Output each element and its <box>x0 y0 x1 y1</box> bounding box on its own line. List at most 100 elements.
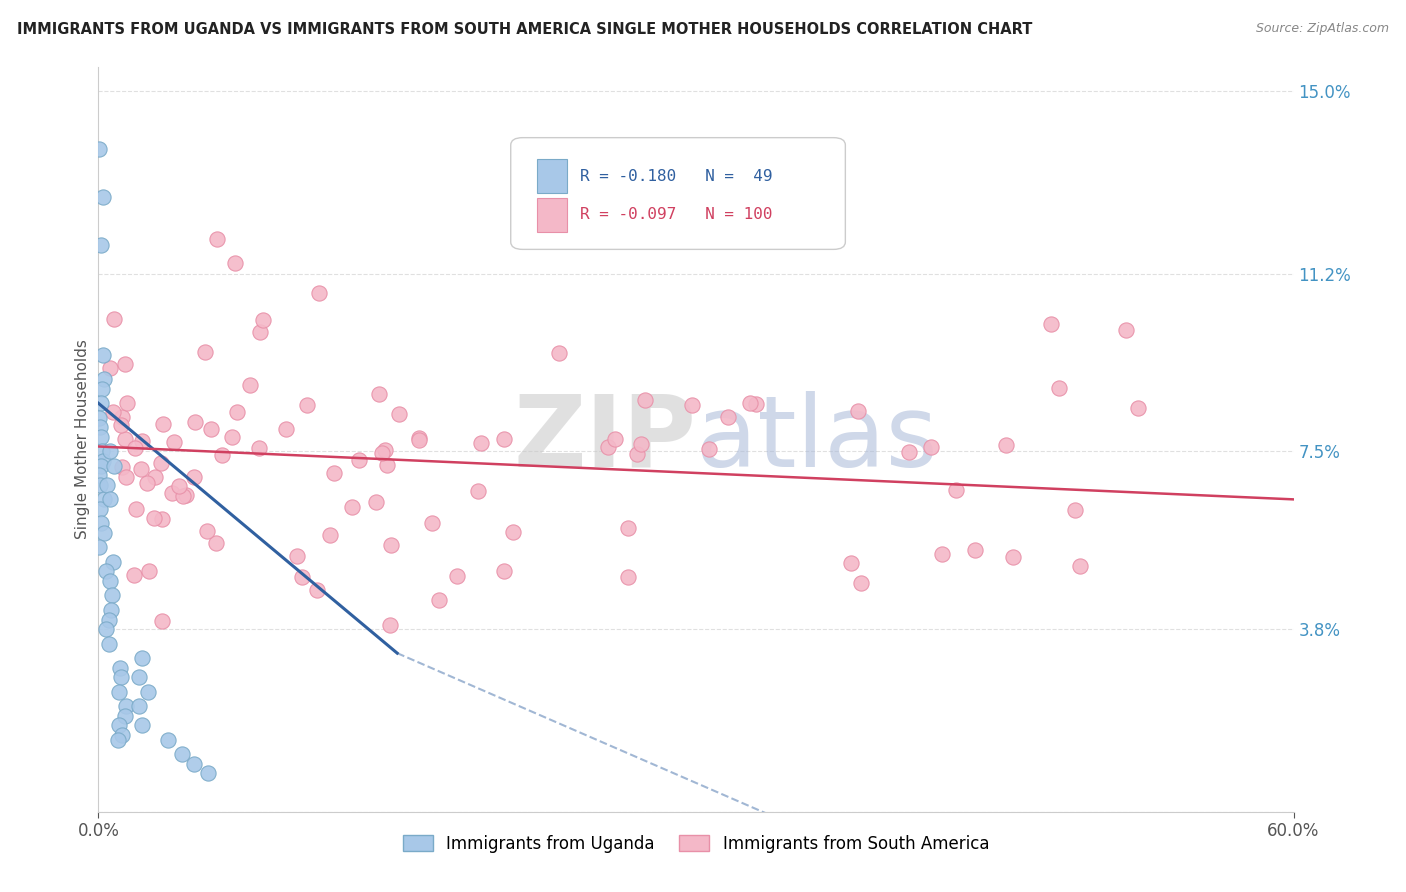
Point <box>374 443 396 458</box>
Point <box>101 405 124 419</box>
Point <box>98 492 121 507</box>
Point <box>308 285 330 300</box>
Point <box>626 447 648 461</box>
Point <box>107 732 129 747</box>
Point <box>136 475 159 490</box>
Text: atlas: atlas <box>696 391 938 488</box>
Point <box>163 434 186 449</box>
Point <box>221 430 243 444</box>
Point <box>238 377 260 392</box>
Point <box>897 445 920 459</box>
Point <box>110 670 132 684</box>
Point <box>114 708 136 723</box>
Point <box>195 524 218 538</box>
Point <box>90 430 112 444</box>
Text: IMMIGRANTS FROM UGANDA VS IMMIGRANTS FROM SOUTH AMERICA SINGLE MOTHER HOUSEHOLDS: IMMIGRANTS FROM UGANDA VS IMMIGRANTS FRO… <box>17 22 1032 37</box>
Point <box>492 564 515 578</box>
Point <box>965 542 987 557</box>
Point <box>274 421 297 435</box>
Point <box>89 502 111 516</box>
Point <box>295 398 318 412</box>
Point <box>89 478 111 492</box>
Point <box>285 549 308 564</box>
Point <box>108 660 131 674</box>
Text: R = -0.097   N = 100: R = -0.097 N = 100 <box>581 207 772 222</box>
Point <box>107 718 129 732</box>
Point <box>342 500 364 514</box>
Point <box>160 486 183 500</box>
Point <box>172 747 194 761</box>
Point <box>347 453 370 467</box>
Point <box>90 237 112 252</box>
Point <box>172 489 194 503</box>
Point <box>494 432 516 446</box>
Point <box>502 525 524 540</box>
Point <box>207 232 229 246</box>
Point <box>101 589 124 603</box>
Point <box>1002 550 1025 565</box>
Point <box>90 458 112 473</box>
Point <box>108 684 131 698</box>
Point <box>945 483 967 498</box>
Point <box>617 569 640 583</box>
Point <box>138 564 160 578</box>
Point <box>548 346 571 360</box>
Point <box>100 603 122 617</box>
Point <box>200 422 222 436</box>
Point <box>100 444 122 458</box>
Point <box>634 392 657 407</box>
Point <box>375 458 398 473</box>
Point <box>124 501 146 516</box>
Point <box>136 684 159 698</box>
Point <box>846 404 869 418</box>
Point <box>174 488 197 502</box>
Text: Source: ZipAtlas.com: Source: ZipAtlas.com <box>1256 22 1389 36</box>
Point <box>467 483 489 498</box>
Point <box>98 636 121 650</box>
Point <box>194 345 217 359</box>
Point <box>128 698 150 713</box>
Point <box>446 569 468 583</box>
Point <box>931 547 953 561</box>
Point <box>91 444 114 458</box>
Point <box>368 386 391 401</box>
Point <box>145 470 167 484</box>
Point <box>91 189 114 203</box>
Point <box>183 469 205 483</box>
Point <box>111 459 134 474</box>
Point <box>849 575 872 590</box>
Point <box>90 382 112 396</box>
Point <box>98 574 121 588</box>
Point <box>131 651 153 665</box>
Point <box>920 440 942 454</box>
Point <box>111 409 134 424</box>
Point <box>1069 559 1091 574</box>
Point <box>738 396 761 410</box>
Point <box>408 431 430 445</box>
Point <box>717 410 740 425</box>
Point <box>380 538 402 552</box>
Point <box>93 492 115 507</box>
Point <box>94 565 117 579</box>
Point <box>307 583 329 598</box>
Point <box>291 569 314 583</box>
Point <box>226 404 249 418</box>
Point <box>98 360 121 375</box>
Point <box>143 511 166 525</box>
Point <box>150 456 173 470</box>
Point <box>128 670 150 684</box>
Point <box>152 417 174 431</box>
Point <box>87 541 110 555</box>
Point <box>681 398 703 412</box>
Point <box>224 256 246 270</box>
Point <box>124 567 146 582</box>
Point <box>96 478 118 492</box>
Point <box>1040 317 1063 331</box>
Point <box>366 495 388 509</box>
Point <box>131 718 153 732</box>
Point <box>388 408 411 422</box>
Point <box>252 312 274 326</box>
Point <box>90 516 112 531</box>
Point <box>115 698 138 713</box>
Point <box>131 434 153 448</box>
